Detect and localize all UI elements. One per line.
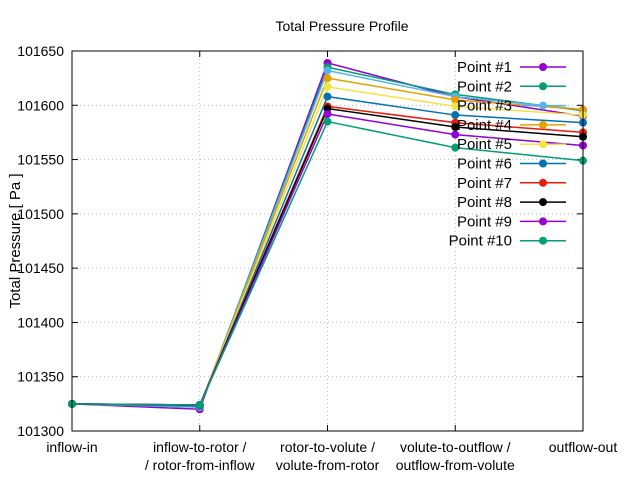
y-tick-label: 101350 (17, 369, 64, 385)
legend-item: Point #9 (457, 213, 566, 230)
y-ticks: 101300 101350 101400 101450 101500 101550 1016… (17, 43, 583, 439)
data-point (451, 95, 460, 104)
y-tick-label: 101600 (17, 97, 64, 113)
legend-marker (539, 236, 547, 245)
y-tick-label: 101450 (17, 260, 64, 276)
y-axis-label: Total Pressure [ Pa ] (7, 173, 24, 308)
legend-marker (539, 82, 547, 91)
data-point (323, 66, 332, 75)
data-point (323, 74, 332, 83)
legend-marker (539, 159, 547, 168)
data-point (323, 117, 332, 126)
x-tick-label: volute-from-rotor (276, 457, 380, 473)
x-tick-label: outflow-out (549, 439, 618, 455)
y-tick-label: 101400 (17, 314, 64, 330)
legend-marker (539, 178, 547, 187)
series-10 (68, 117, 587, 409)
legend-item: Point #1 (457, 59, 566, 76)
data-point (323, 82, 332, 91)
legend-item: Point #4 (457, 117, 566, 134)
legend-marker (539, 63, 547, 71)
legend-label: Point #2 (457, 78, 512, 95)
chart-title: Total Pressure Profile (275, 18, 408, 34)
data-point (451, 143, 460, 152)
x-tick-label: inflow-to-rotor / (153, 439, 246, 455)
legend-marker (539, 140, 547, 149)
legend-item: Point #6 (457, 156, 566, 173)
y-tick-label: 101650 (17, 43, 64, 59)
y-tick-label: 101550 (17, 152, 64, 168)
legend-item: Point #7 (457, 175, 566, 192)
x-tick-label: inflow-in (46, 439, 97, 455)
legend-item: Point #5 (457, 136, 566, 153)
data-point (451, 123, 460, 131)
x-ticks: inflow-in inflow-to-rotor / / rotor-from-i… (46, 51, 617, 473)
legend-label: Point #5 (457, 136, 512, 153)
legend-label: Point #7 (457, 175, 512, 192)
data-point (195, 400, 204, 409)
data-point (451, 102, 460, 111)
x-tick-label: / rotor-from-inflow (145, 457, 256, 473)
legend-item: Point #3 (457, 98, 566, 115)
legend-label: Point #8 (457, 194, 512, 211)
legend-marker (539, 217, 547, 226)
plot-frame (71, 50, 584, 432)
data-point (451, 130, 460, 139)
legend-marker (539, 198, 547, 207)
legend-marker (539, 101, 547, 110)
x-tick-label: outflow-from-volute (396, 457, 515, 473)
x-tick-label: volute-to-outflow / (400, 439, 511, 455)
legend-label: Point #10 (449, 233, 512, 250)
legend-label: Point #6 (457, 156, 512, 173)
data-point (451, 111, 460, 120)
legend-label: Point #3 (457, 98, 512, 115)
x-tick-label: rotor-to-volute / (280, 439, 375, 455)
legend-label: Point #9 (457, 213, 512, 230)
legend-label: Point #4 (457, 117, 512, 134)
series-group (68, 58, 587, 414)
legend-item: Point #10 (449, 233, 566, 250)
legend-item: Point #8 (457, 194, 566, 211)
data-point (323, 109, 332, 118)
grid (72, 51, 583, 431)
legend-marker (539, 120, 547, 129)
data-point (323, 92, 332, 101)
y-tick-label: 101300 (17, 423, 64, 439)
legend-label: Point #1 (457, 59, 512, 76)
legend: Point #1 Point #2 Point #3 Point #4 Point #5… (449, 59, 566, 250)
y-tick-label: 101500 (17, 206, 64, 222)
legend-item: Point #2 (457, 78, 566, 95)
